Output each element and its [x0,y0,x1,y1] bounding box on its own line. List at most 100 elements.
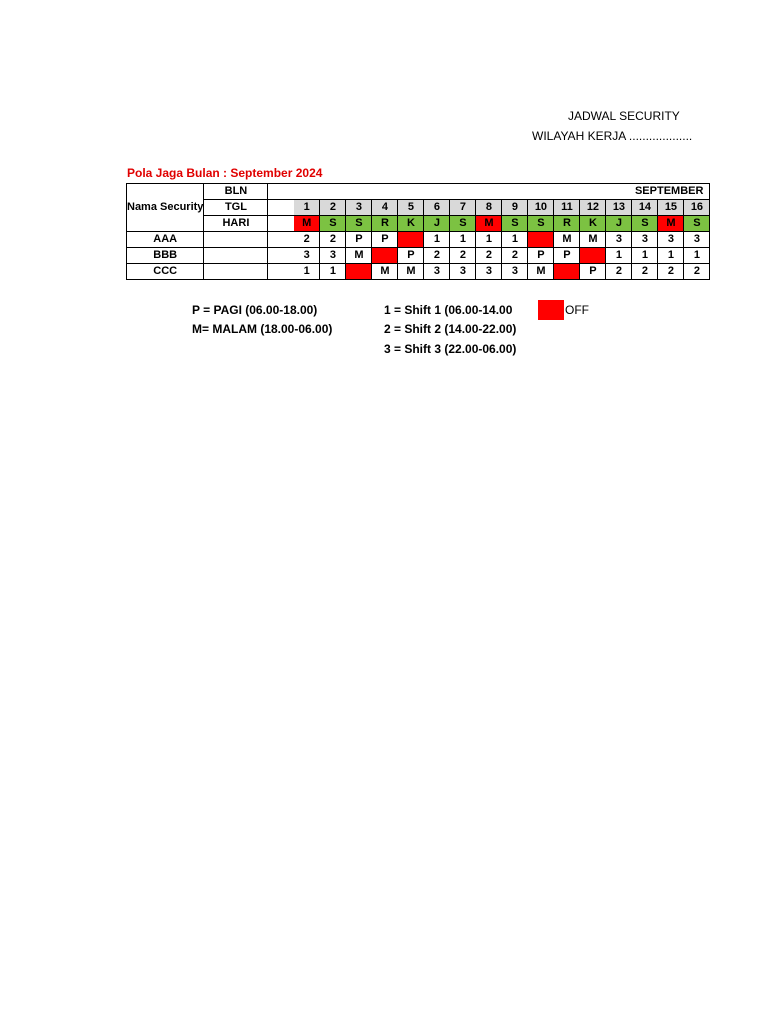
shift-cell: 3 [605,231,633,248]
day-cell: M [293,215,321,232]
off-cell [527,231,555,248]
day-cell: M [657,215,685,232]
security-name: CCC [125,263,205,280]
off-color-swatch [538,300,564,320]
day-cell: K [579,215,607,232]
shift-cell: M [579,231,607,248]
shift-cell: 3 [293,247,321,264]
day-cell: S [501,215,529,232]
month-label: SEPTEMBER [267,183,711,200]
day-cell: R [553,215,581,232]
shift-cell: M [371,263,399,280]
day-cell: S [345,215,373,232]
shift-cell: 1 [631,247,659,264]
shift-cell: 1 [293,263,321,280]
spacer-cell [267,199,294,216]
shift-cell: 2 [501,247,529,264]
shift-cell: 1 [423,231,451,248]
date-cell: 8 [475,199,503,216]
blank-cell [203,231,269,248]
shift-cell: P [527,247,555,264]
shift-cell: P [553,247,581,264]
shift-cell: 2 [631,263,659,280]
schedule-pattern-title: Pola Jaga Bulan : September 2024 [127,166,323,180]
security-name: BBB [125,247,205,264]
shift-cell: 1 [683,247,711,264]
day-cell: M [475,215,503,232]
shift-cell: 1 [319,263,347,280]
shift-cell: 3 [475,263,503,280]
legend-malam: M= MALAM (18.00-06.00) [192,322,333,336]
date-cell: 7 [449,199,477,216]
shift-cell: P [345,231,373,248]
shift-cell: M [553,231,581,248]
shift-cell: 1 [605,247,633,264]
header-row-bln: Nama Security BLN SEPTEMBER [125,183,711,232]
shift-cell: P [579,263,607,280]
date-cell: 15 [657,199,685,216]
shift-cell: P [371,231,399,248]
date-cell: 11 [553,199,581,216]
date-cell: 14 [631,199,659,216]
shift-cell: M [397,263,425,280]
date-cell: 13 [605,199,633,216]
bln-label: BLN [203,183,269,200]
legend-off: OFF [565,303,589,317]
work-region-label: WILAYAH KERJA ................... [532,129,693,143]
shift-cell: 1 [657,247,685,264]
spacer-cell [267,247,294,264]
shift-cell: 3 [449,263,477,280]
day-cell: S [319,215,347,232]
table-row: BBB 3 3 M P 2 2 2 2 P P 1 1 1 1 [125,247,711,264]
day-cell: S [683,215,711,232]
shift-cell: P [397,247,425,264]
shift-cell: 2 [605,263,633,280]
shift-cell: 3 [501,263,529,280]
shift-cell: 1 [501,231,529,248]
shift-cell: 3 [683,231,711,248]
shift-cell: 2 [657,263,685,280]
table-row: AAA 2 2 P P 1 1 1 1 M M 3 3 3 3 [125,231,711,248]
header-row-tgl: TGL 1 2 3 4 5 6 7 8 9 10 11 12 13 14 15 16 [127,199,711,216]
day-cell: S [631,215,659,232]
legend-shift-2: 2 = Shift 2 (14.00-22.00) [384,322,517,336]
spacer-cell [267,263,294,280]
shift-cell: 2 [683,263,711,280]
shift-cell: 2 [293,231,321,248]
off-cell [579,247,607,264]
date-cell: 4 [371,199,399,216]
legend-pagi: P = PAGI (06.00-18.00) [192,303,318,317]
tgl-label: TGL [203,199,269,216]
nama-security-header: Nama Security [125,183,205,232]
shift-cell: 3 [657,231,685,248]
day-cell: S [527,215,555,232]
day-cell: S [449,215,477,232]
shift-cell: 2 [475,247,503,264]
shift-cell: 2 [449,247,477,264]
security-name: AAA [125,231,205,248]
day-cell: R [371,215,399,232]
shift-cell: 3 [423,263,451,280]
date-cell: 6 [423,199,451,216]
hari-label: HARI [203,215,269,232]
legend-shift-3: 3 = Shift 3 (22.00-06.00) [384,342,517,356]
spacer-cell [267,231,294,248]
shift-cell: 3 [631,231,659,248]
shift-cell: M [527,263,555,280]
shift-cell: 1 [449,231,477,248]
date-cell: 5 [397,199,425,216]
shift-cell: 3 [319,247,347,264]
legend-shift-1: 1 = Shift 1 (06.00-14.00 [384,303,513,317]
date-cell: 2 [319,199,347,216]
shift-cell: 2 [319,231,347,248]
off-cell [553,263,581,280]
spacer-cell [267,215,294,232]
day-cell: K [397,215,425,232]
date-cell: 10 [527,199,555,216]
date-cell: 3 [345,199,373,216]
shift-cell: 2 [423,247,451,264]
off-cell [397,231,425,248]
date-cell: 16 [683,199,711,216]
